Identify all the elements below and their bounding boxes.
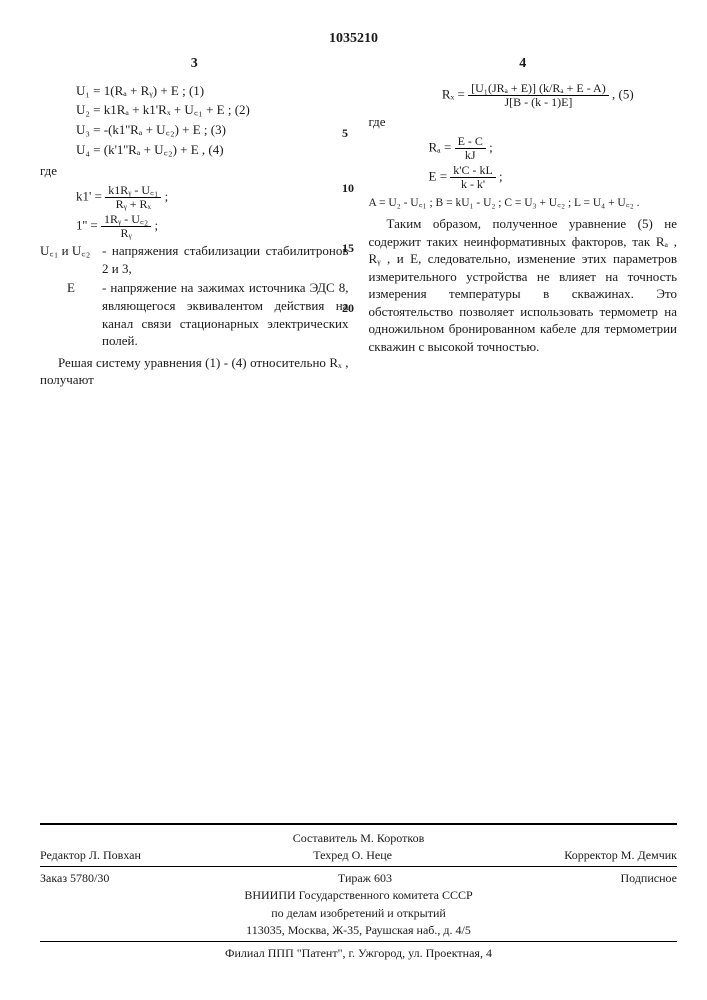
equation-5: Rₓ = [U₁(JRₐ + E)] (k/Rₐ + E - A) J[B - …: [399, 82, 678, 109]
k1pp-num: 1Rᵧ - U꜀₂: [101, 213, 151, 227]
footer-editor: Редактор Л. Повхан: [40, 847, 141, 863]
line-num-20: 20: [342, 300, 354, 316]
footer: Составитель М. Коротков Редактор Л. Повх…: [40, 823, 677, 961]
equation-e: E = k'C - kL k - k' ;: [429, 164, 678, 191]
equation-k1pp: 1'' = 1Rᵧ - U꜀₂ Rᵧ ;: [76, 213, 349, 240]
line-num-5: 5: [342, 125, 348, 141]
footer-tech: Техред О. Неце: [313, 847, 392, 863]
right-column: 4 Rₓ = [U₁(JRₐ + E)] (k/Rₐ + E - A) J[B …: [369, 55, 678, 393]
eq5-num: [U₁(JRₐ + E)] (k/Rₐ + E - A): [468, 82, 609, 96]
e-lhs: E =: [429, 169, 448, 184]
ra-num: E - C: [455, 135, 486, 149]
eq5-frac: [U₁(JRₐ + E)] (k/Rₐ + E - A) J[B - (k - …: [468, 82, 609, 109]
footer-order: Заказ 5780/30: [40, 870, 109, 886]
footer-corrector: Корректор М. Демчик: [564, 847, 677, 863]
columns: 3 U₁ = 1(Rₐ + Rᵧ) + E ; (1) U₂ = k1Rₐ + …: [40, 55, 677, 393]
left-column: 3 U₁ = 1(Rₐ + Rᵧ) + E ; (1) U₂ = k1Rₐ + …: [40, 55, 349, 393]
e-den: k - k': [450, 178, 496, 191]
footer-compiler: Составитель М. Коротков: [40, 830, 677, 846]
equation-3: U₃ = -(k1''Rₐ + U꜀₂) + E ; (3): [76, 121, 349, 139]
left-page-number: 3: [40, 55, 349, 74]
footer-row-1: Редактор Л. Повхан Техред О. Неце Коррек…: [40, 847, 677, 863]
equation-1: U₁ = 1(Rₐ + Rᵧ) + E ; (1): [76, 82, 349, 100]
where-label-right: где: [369, 113, 678, 131]
eq5-den: J[B - (k - 1)E]: [468, 96, 609, 109]
line-num-10: 10: [342, 180, 354, 196]
equation-ra: Rₐ = E - C kJ ;: [429, 135, 678, 162]
k1pp-den: Rᵧ: [101, 227, 151, 240]
equation-k1p: k1' = k1Rᵧ - U꜀₁ Rᵧ + Rₓ ;: [76, 184, 349, 211]
abcd-row: A = U₂ - U꜀₁ ; B = kU₁ - U₂ ; C = U₃ + U…: [369, 196, 678, 212]
eq5-lhs: Rₓ =: [442, 87, 465, 102]
k1p-frac: k1Rᵧ - U꜀₁ Rᵧ + Rₓ: [105, 184, 161, 211]
doc-number: 1035210: [329, 30, 378, 49]
def-uc-term: U꜀₁ и U꜀₂: [40, 242, 102, 277]
def-uc: U꜀₁ и U꜀₂ - напряжения стабилизации стаб…: [40, 242, 349, 277]
equation-2: U₂ = k1Rₐ + k1'Rₓ + U꜀₁ + E ; (2): [76, 101, 349, 119]
footer-org1: ВНИИПИ Государственного комитета СССР: [40, 887, 677, 903]
right-para-1: Таким образом, полученное уравнение (5) …: [369, 215, 678, 355]
e-frac: k'C - kL k - k': [450, 164, 496, 191]
footer-org2: по делам изобретений и открытий: [40, 905, 677, 921]
k1p-den: Rᵧ + Rₓ: [105, 198, 161, 211]
def-e-term: E: [40, 279, 102, 349]
footer-rule-1: [40, 866, 677, 867]
k1p-lhs: k1' =: [76, 188, 102, 203]
right-page-number: 4: [369, 55, 678, 74]
k1pp-lhs: 1'' =: [76, 218, 98, 233]
e-num: k'C - kL: [450, 164, 496, 178]
k1pp-frac: 1Rᵧ - U꜀₂ Rᵧ: [101, 213, 151, 240]
left-para-1: Решая систему уравнения (1) - (4) относи…: [40, 354, 349, 389]
ra-frac: E - C kJ: [455, 135, 486, 162]
footer-addr: 113035, Москва, Ж-35, Раушская наб., д. …: [40, 922, 677, 938]
footer-rule-2: [40, 941, 677, 942]
def-uc-body: - напряжения стабилизации стабилитронов …: [102, 242, 349, 277]
eq5-tag: , (5): [612, 87, 634, 102]
footer-branch: Филиал ППП "Патент", г. Ужгород, ул. Про…: [40, 945, 677, 961]
ra-lhs: Rₐ =: [429, 139, 452, 154]
def-e-body: - напряжение на зажимах источника ЭДС 8,…: [102, 279, 349, 349]
footer-row-2: Заказ 5780/30 Тираж 603 Подписное: [40, 870, 677, 886]
page: 1035210 5 10 15 20 3 U₁ = 1(Rₐ + Rᵧ) + E…: [0, 0, 707, 1000]
footer-tirage: Тираж 603: [338, 870, 392, 886]
ra-den: kJ: [455, 149, 486, 162]
where-label-left: где: [40, 162, 349, 180]
k1p-num: k1Rᵧ - U꜀₁: [105, 184, 161, 198]
footer-subscribed: Подписное: [621, 870, 678, 886]
equation-4: U₄ = (k'1''Rₐ + U꜀₂) + E , (4): [76, 141, 349, 159]
def-e: E - напряжение на зажимах источника ЭДС …: [40, 279, 349, 349]
line-num-15: 15: [342, 240, 354, 256]
